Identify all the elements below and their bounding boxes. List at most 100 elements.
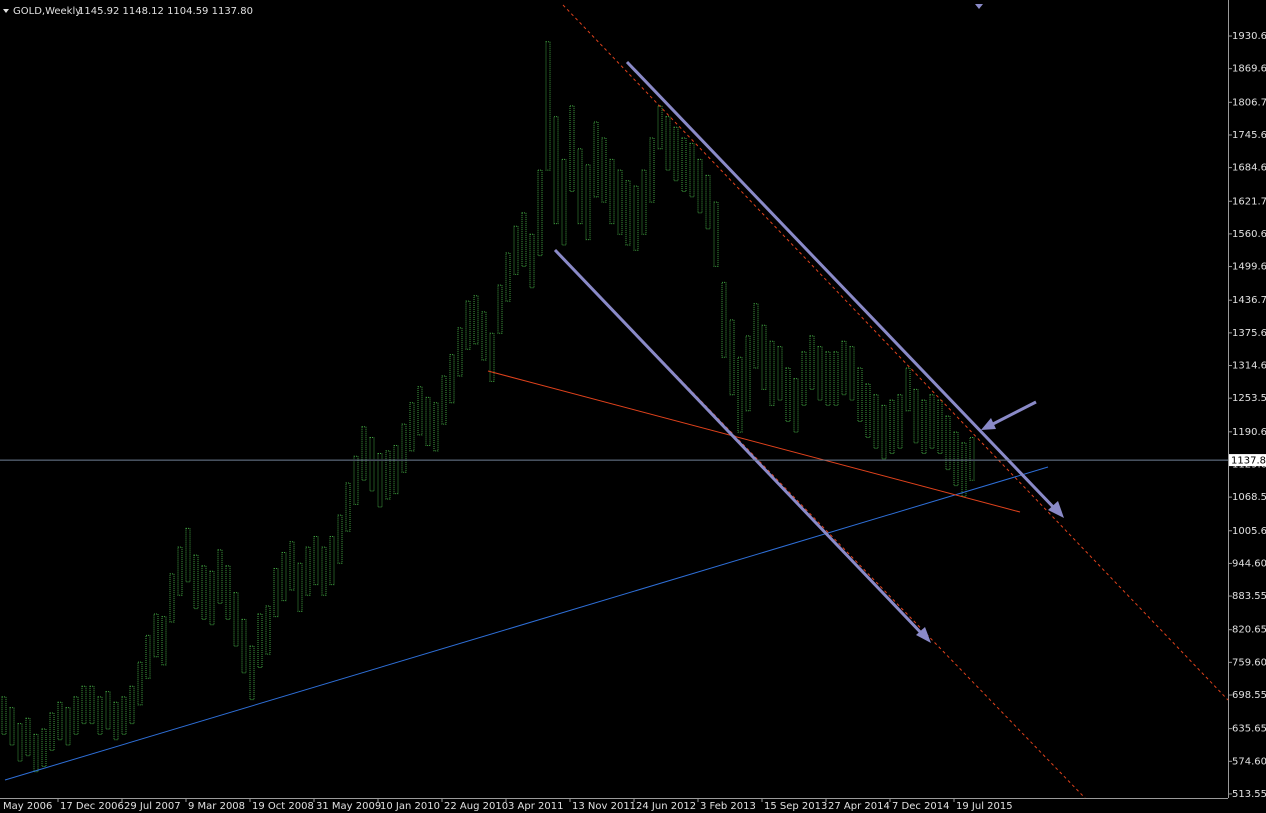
x-tick-label: 13 Nov 2011: [572, 801, 636, 812]
price-bar: [1, 696, 7, 735]
price-bar: [273, 568, 279, 618]
price-bar: [289, 541, 295, 591]
price-bar: [801, 351, 807, 406]
price-bar: [401, 423, 407, 473]
arrow-head: [916, 627, 931, 643]
price-bar: [25, 717, 31, 757]
price-bar: [121, 696, 127, 735]
price-bar: [305, 546, 311, 596]
y-tick-label: 1745.65: [1232, 130, 1266, 141]
price-bar: [889, 399, 895, 455]
price-bar: [105, 691, 111, 730]
price-bar: [785, 367, 791, 422]
price-bar: [569, 105, 575, 192]
price-bar: [617, 169, 623, 235]
symbol-menu-arrow[interactable]: [3, 9, 9, 13]
y-tick-label: 1930.65: [1232, 31, 1266, 42]
x-tick-label: 9 Mar 2008: [188, 801, 245, 812]
price-bar: [705, 174, 711, 230]
pointer-arrow: [988, 400, 1037, 428]
y-tick-label: 1005.65: [1232, 526, 1266, 537]
price-bar: [865, 383, 871, 439]
price-bar: [873, 394, 879, 449]
y-tick-label: 1560.65: [1232, 229, 1266, 240]
price-bar: [153, 613, 159, 658]
price-bar: [833, 351, 839, 406]
price-bar: [961, 442, 967, 497]
price-bar: [689, 142, 695, 198]
price-bar: [641, 169, 647, 235]
x-tick-label: 31 May 2009: [316, 801, 381, 812]
price-bar: [897, 394, 903, 449]
y-tick-label: 1436.70: [1232, 295, 1266, 306]
price-bar: [409, 402, 415, 452]
x-tick-label: 3 Feb 2013: [700, 801, 756, 812]
price-bar: [297, 562, 303, 612]
price-bar: [337, 514, 343, 564]
price-bar: [585, 164, 591, 241]
price-bar: [745, 335, 751, 412]
price-bar: [193, 554, 199, 610]
price-bar: [369, 437, 375, 492]
price-bar: [441, 375, 447, 425]
y-tick-label: 1869.60: [1232, 64, 1266, 75]
x-tick-label: May 2006: [3, 801, 52, 812]
price-bar: [265, 605, 271, 655]
price-bar: [817, 346, 823, 401]
price-bar: [729, 319, 735, 396]
y-tick-label: 1190.65: [1232, 427, 1266, 438]
price-bar: [113, 701, 119, 741]
price-bar: [649, 137, 655, 203]
x-tick-label: 7 Dec 2014: [892, 801, 950, 812]
price-bar: [97, 696, 103, 735]
price-bar: [921, 399, 927, 455]
x-tick-label: 3 Apr 2011: [508, 801, 563, 812]
price-bar: [361, 426, 367, 481]
price-bar: [425, 396, 431, 447]
last-price-label: 1137.80: [1231, 456, 1266, 467]
y-tick-label: 1068.55: [1232, 492, 1266, 503]
price-bar: [545, 41, 551, 171]
price-bar: [825, 351, 831, 406]
price-bar: [169, 573, 175, 623]
x-tick-label: 22 Aug 2010: [444, 801, 508, 812]
price-bar: [769, 340, 775, 406]
price-bar: [345, 482, 351, 532]
price-bar: [41, 728, 47, 767]
red-trendline: [487, 370, 1021, 513]
price-bar: [953, 431, 959, 487]
price-bar: [313, 535, 319, 586]
price-bar: [529, 233, 535, 289]
price-bar: [353, 455, 359, 505]
price-bar: [577, 148, 583, 225]
price-bar: [89, 685, 95, 725]
y-tick-label: 1684.60: [1232, 163, 1266, 174]
price-bar: [225, 565, 231, 620]
price-bar: [233, 592, 239, 647]
price-bar: [17, 723, 23, 762]
price-bar: [665, 116, 671, 171]
price-bar: [257, 613, 263, 668]
price-bar: [945, 415, 951, 471]
price-bar: [73, 696, 79, 735]
y-tick-label: 698.55: [1232, 690, 1266, 701]
price-bar: [521, 212, 527, 267]
price-bar: [561, 158, 567, 246]
price-bar: [433, 402, 439, 452]
price-bar: [241, 618, 247, 674]
price-bar: [481, 311, 487, 361]
price-bar: [201, 565, 207, 620]
price-bar: [377, 453, 383, 508]
support-trendline: [4, 466, 1049, 781]
price-bar: [673, 126, 679, 182]
price-bar: [457, 327, 463, 377]
price-bar: [513, 225, 519, 275]
price-bar: [217, 549, 223, 604]
price-bar: [417, 386, 423, 436]
price-bar: [65, 707, 71, 746]
x-tick-label: 10 Jan 2010: [380, 801, 440, 812]
price-bar: [329, 535, 335, 586]
price-bar: [737, 356, 743, 433]
